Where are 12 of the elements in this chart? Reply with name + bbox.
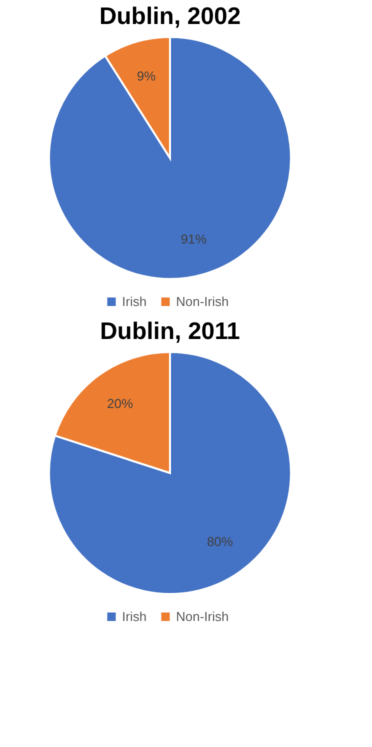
pie-slice: [48, 36, 292, 280]
data-label: 9%: [136, 68, 156, 84]
data-label: 91%: [180, 232, 208, 247]
data-label: 80%: [206, 534, 234, 549]
pie-slice: [48, 351, 292, 595]
legend-label: Irish: [122, 294, 147, 309]
chart-title: Dublin, 2002: [99, 3, 241, 30]
chart-title: Dublin, 2011: [100, 318, 240, 345]
legend-label: Irish: [122, 608, 147, 624]
data-label: 20%: [107, 396, 134, 412]
legend-label: Non-Irish: [176, 294, 229, 309]
legend-label: Non-Irish: [176, 608, 229, 624]
